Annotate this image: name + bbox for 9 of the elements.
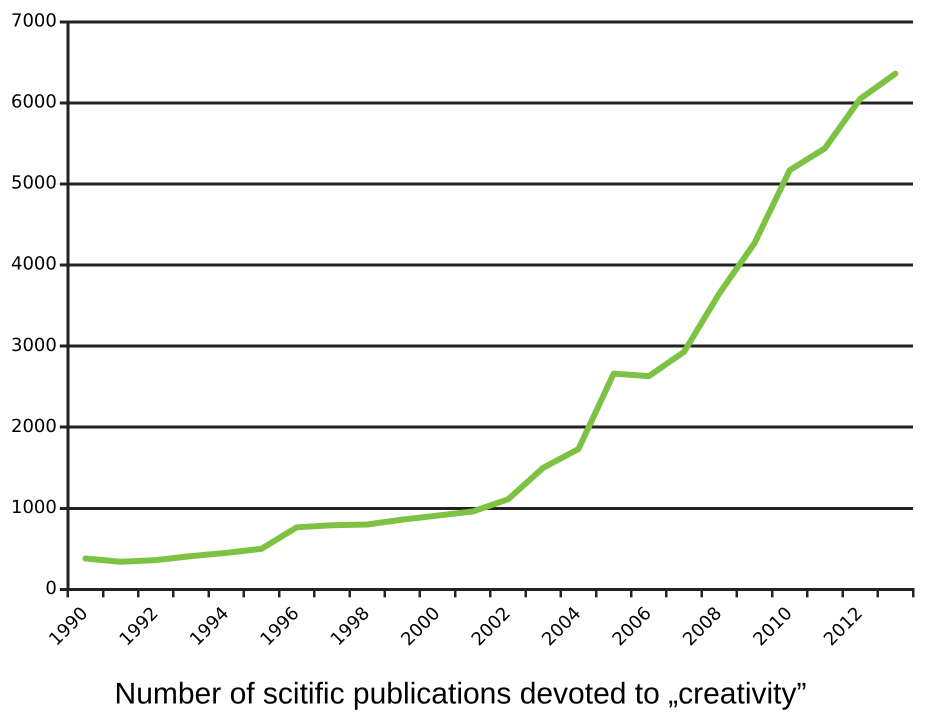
y-tick-label: 1000 (10, 496, 57, 518)
y-tick-label: 7000 (10, 10, 57, 32)
y-tick-label: 5000 (10, 172, 57, 194)
text: Number of scitific publications devoted to „creativity” (114, 677, 806, 710)
y-tick-label: 6000 (10, 92, 57, 113)
y-tick-label: 0 (45, 578, 57, 600)
y-tick-label: 2000 (10, 416, 57, 437)
y-tick-label: 3000 (10, 334, 57, 356)
y-tick-label: 4000 (10, 254, 57, 275)
